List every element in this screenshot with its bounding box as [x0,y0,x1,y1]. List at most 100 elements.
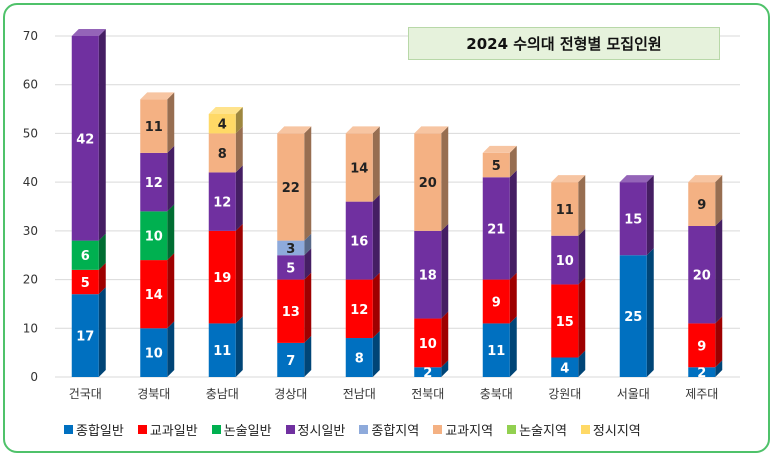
bar-side [167,145,175,212]
legend-swatch [359,424,369,434]
bar-segment [208,172,236,231]
bar-segment [414,133,442,231]
data-label: 4 [560,361,569,376]
legend-swatch [137,424,147,434]
bar-top [140,92,175,100]
y-tick-label: 40 [23,175,38,189]
legend-label: 종합지역 [371,423,420,439]
bar-stack: 10 14 10 12 11 [140,92,175,377]
bar-segment [345,279,373,339]
bar-stack: 8 12 16 14 [345,126,380,377]
bar-segment [688,225,716,324]
bar-segment [140,211,168,261]
bar-segment [551,357,579,377]
bar-segment [277,279,305,343]
data-label: 10 [145,347,163,362]
y-tick-label: 30 [23,224,38,238]
bar-segment [71,269,99,295]
bars: 1756421014101211111912847135322812161421… [71,29,723,381]
data-label: 5 [286,261,295,276]
bar-segment [277,255,305,280]
data-label: 2 [697,366,706,381]
legend-item: 논술일반 [211,420,272,439]
legend-item: 논술지역 [507,420,567,439]
bar-segment [208,230,236,324]
bar-side [441,360,449,377]
data-label: 10 [419,337,437,352]
x-tick-label: 제주대 [685,387,718,401]
bar-segment [71,240,99,270]
bar-segment [482,177,510,280]
x-tick-label: 서울대 [617,387,650,401]
bar-side [98,287,106,377]
bar-side [372,194,380,280]
bar-stack: 2 10 18 20 [414,126,449,381]
data-label: 11 [487,344,505,359]
bar-side [578,277,586,358]
data-label: 14 [145,288,163,303]
bar-segment [551,284,579,358]
y-tick-label: 20 [23,273,38,287]
y-tick-label: 10 [23,321,38,335]
bar-segment [414,230,442,319]
y-tick-label: 60 [23,78,38,92]
bar-side [372,272,380,339]
bar-side [441,223,449,319]
y-tick-label: 70 [23,29,38,43]
bar-stack: 25 15 [619,175,654,377]
bar-side [235,165,243,231]
data-label: 21 [487,222,505,237]
data-label: 11 [213,344,231,359]
bar-top [277,126,312,134]
bar-top [551,175,586,183]
x-tick-label: 전남대 [343,387,376,401]
data-label: 5 [81,276,90,291]
bar-segment [551,235,579,285]
legend-label: 논술일반 [223,423,272,439]
data-label: 13 [282,305,300,320]
legend-swatch [580,424,590,434]
bar-side [509,145,517,178]
bar-segment [619,182,647,256]
bar-side [715,218,723,324]
data-label: 22 [282,181,300,196]
bar-top [71,29,106,36]
bar-segment [482,279,510,324]
data-label: 12 [145,176,163,191]
bar-side [304,335,312,377]
data-label: 17 [76,330,94,345]
bar-segment [140,152,168,212]
legend-swatch [64,424,73,434]
bar-segment [345,338,373,377]
bar-side [304,126,312,241]
data-label: 15 [624,213,642,228]
legend-swatch [507,424,517,434]
bar-segment [482,152,510,178]
bar-segment [208,323,236,377]
data-label: 5 [492,159,501,174]
bar-segment [277,240,305,256]
bar-segment [414,367,442,377]
bar-stack: 11 19 12 8 4 [208,106,243,377]
data-label: 10 [556,254,574,269]
legend-label: 정시일반 [297,423,346,439]
bar-segment [208,113,236,134]
bar-side [167,253,175,329]
legend-label: 교과지역 [445,423,494,439]
data-label: 3 [286,242,295,257]
data-label: 9 [697,198,706,213]
legend-swatch [285,424,295,434]
bar-segment [345,201,373,280]
bar-segment [619,255,647,377]
bar-side [715,316,723,368]
bar-stack: 17 5 6 42 [71,29,106,377]
bar-segment [71,36,99,241]
bar-side [578,175,586,236]
legend-label: 논술지역 [519,423,567,439]
x-tick-label: 충남대 [206,387,239,401]
bar-side [372,126,380,202]
bar-side [98,29,106,241]
bar-side [304,248,312,280]
data-label: 18 [419,269,437,284]
bar-side [646,248,654,377]
